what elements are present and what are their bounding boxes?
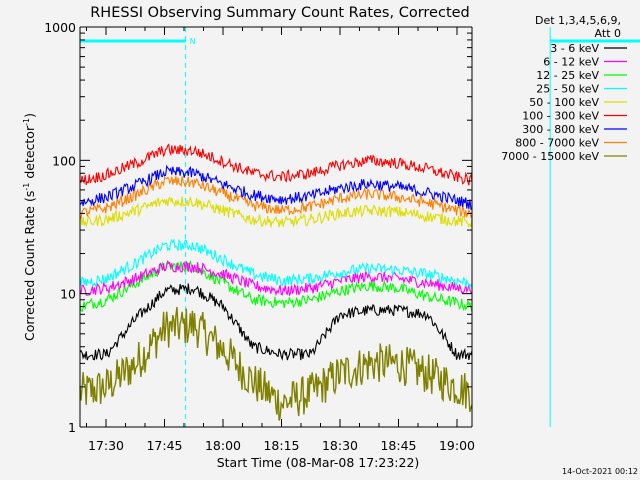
legend-label-7: 800 - 7000 keV (515, 137, 599, 150)
y-axis-label-mid: detector (22, 125, 37, 183)
series-line-3 (79, 238, 473, 289)
x-axis-label: Start Time (08-Mar-08 17:23:22) (217, 455, 420, 470)
series-line-6 (79, 164, 473, 211)
legend-label-3: 25 - 50 keV (536, 83, 599, 96)
legend-title-line-1: Att 0 (595, 27, 621, 40)
legend-label-2: 12 - 25 keV (536, 69, 599, 82)
legend-title-line-0: Det 1,3,4,5,6,9, (535, 14, 621, 27)
y-axis-label-sup2: -1 (22, 118, 31, 126)
x-tick-label-3: 18:15 (263, 438, 299, 453)
y-axis-label-main: Corrected Count Rate (s (22, 191, 37, 341)
y-axis-label-sup1: -1 (22, 183, 31, 191)
legend-label-5: 100 - 300 keV (522, 110, 599, 123)
y-tick-label-1: 10 (60, 287, 76, 302)
x-tick-label-2: 18:00 (205, 438, 241, 453)
legend-label-1: 6 - 12 keV (543, 56, 599, 69)
series-line-7 (80, 176, 473, 219)
x-tick-label-5: 18:45 (380, 438, 416, 453)
legend-label-4: 50 - 100 keV (529, 96, 599, 109)
series-line-4 (79, 195, 473, 228)
y-tick-label-3: 1000 (44, 20, 76, 35)
series-line-2 (79, 259, 473, 313)
x-tick-label-6: 19:00 (439, 438, 475, 453)
series-line-0 (79, 283, 473, 362)
interval-label-0: N (190, 37, 196, 46)
axes: 17:30 17:45 18:00 18:15 18:30 18:45 19:00 1 10 10… (44, 20, 475, 453)
plot-area: N (79, 27, 640, 427)
y-axis-label-end: ) (22, 113, 37, 118)
y-tick-label-0: 1 (68, 420, 76, 435)
y-tick-label-2: 100 (52, 153, 76, 168)
x-tick-label-1: 17:45 (146, 438, 182, 453)
series-line-8 (79, 306, 473, 421)
chart-title: RHESSI Observing Summary Count Rates, Co… (90, 5, 470, 21)
footer-timestamp: 14-Oct-2021 00:12 (562, 467, 638, 476)
x-tick-label-4: 18:30 (322, 438, 358, 453)
x-tick-label-0: 17:30 (88, 438, 124, 453)
legend-label-6: 300 - 800 keV (522, 123, 599, 136)
series-line-5 (79, 143, 473, 186)
legend-label-0: 3 - 6 keV (550, 42, 599, 55)
series-line-1 (79, 260, 473, 297)
legend-label-8: 7000 - 15000 keV (501, 150, 599, 163)
y-axis-label: Corrected Count Rate (s-1 detector-1) (22, 113, 37, 341)
